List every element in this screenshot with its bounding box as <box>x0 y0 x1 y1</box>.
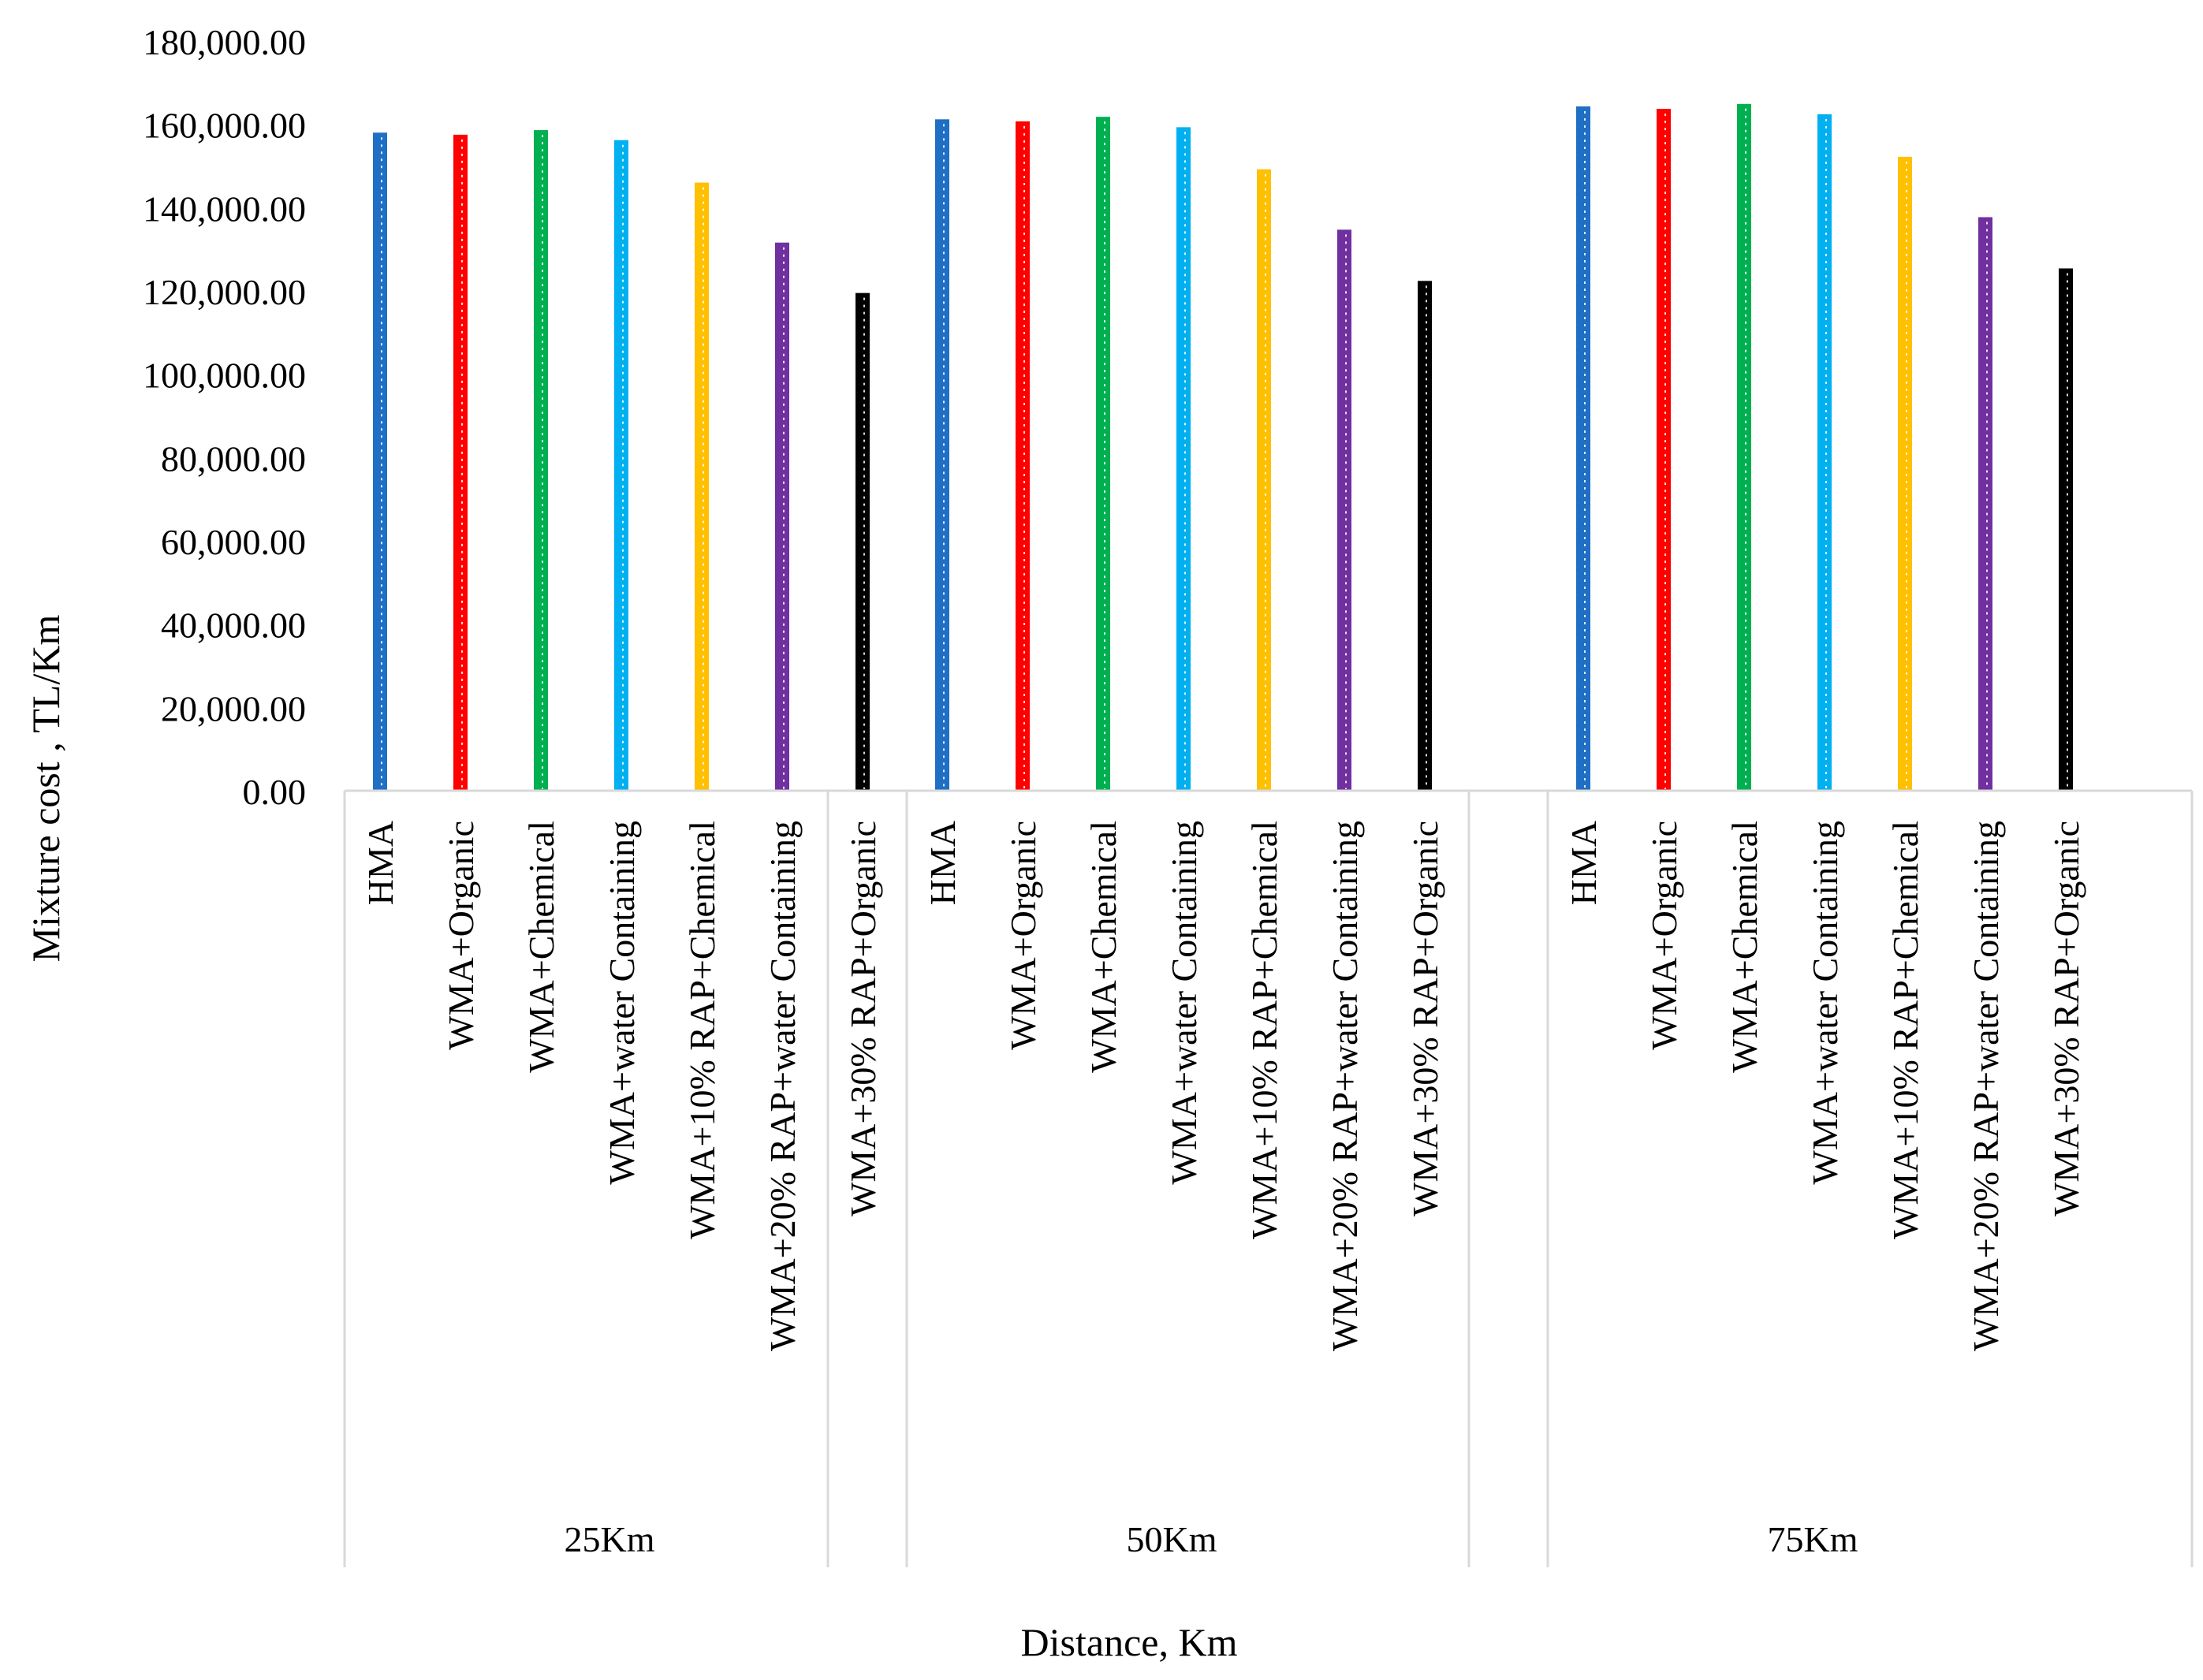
bar <box>1898 156 1912 792</box>
bar <box>373 132 387 791</box>
x-category-label: WMA+Organic <box>1003 821 1043 1050</box>
bar <box>614 140 628 791</box>
x-category-label: WMA+30% RAP+Organic <box>1405 821 1445 1216</box>
y-axis-ticks: 0.00 20,000.00 40,000.00 60,000.00 80,000.00… <box>143 22 306 812</box>
x-category-label: WMA+30% RAP+Organic <box>2046 821 2086 1216</box>
bar <box>1257 169 1271 791</box>
x-category-label: WMA+20% RAP+water Containing <box>1325 821 1365 1351</box>
x-category-label: WMA+10% RAP+Chemical <box>1244 821 1284 1239</box>
bar <box>935 119 949 791</box>
x-category-label: WMA+Chemical <box>1724 821 1765 1073</box>
x-category-label: WMA+20% RAP+water Containing <box>1966 821 2006 1351</box>
x-axis-label: Distance, Km <box>1021 1620 1238 1664</box>
bar <box>1176 127 1191 792</box>
x-category-label: HMA <box>923 821 963 905</box>
bar <box>1737 103 1751 792</box>
x-category-label: WMA+water Containing <box>1164 821 1204 1185</box>
y-axis-label: Mixture cost , TL/Km <box>24 615 68 963</box>
bar <box>534 130 548 791</box>
y-tick-label: 80,000.00 <box>161 438 306 479</box>
bar <box>1418 281 1432 791</box>
bar <box>855 292 870 791</box>
bar <box>453 134 468 791</box>
y-tick-label: 0.00 <box>243 772 307 812</box>
x-category-label: HMA <box>1564 821 1604 905</box>
x-axis: HMA WMA+Organic WMA+Chemical WMA+water Cont… <box>343 789 2194 1567</box>
bar <box>775 242 789 791</box>
y-tick-label: 20,000.00 <box>161 688 306 728</box>
bar <box>1337 229 1351 792</box>
x-category-label: WMA+Chemical <box>1083 821 1124 1073</box>
bar <box>1016 121 1030 792</box>
y-tick-label: 140,000.00 <box>143 188 306 229</box>
bar <box>1096 117 1110 791</box>
x-group-label: 50Km <box>1127 1519 1217 1559</box>
y-tick-label: 120,000.00 <box>143 272 306 312</box>
y-tick-label: 40,000.00 <box>161 605 306 646</box>
bar <box>695 182 709 792</box>
x-category-label: WMA+30% RAP+Organic <box>843 821 883 1216</box>
bar <box>1817 114 1832 791</box>
y-tick-label: 60,000.00 <box>161 522 306 562</box>
bar <box>1576 106 1590 791</box>
x-category-label: WMA+Chemical <box>521 821 561 1073</box>
x-group-label: 25Km <box>565 1519 655 1559</box>
x-category-label: WMA+water Containing <box>602 821 642 1185</box>
bar <box>1657 109 1671 791</box>
x-category-label: WMA+10% RAP+Chemical <box>682 821 722 1239</box>
x-category-label: WMA+Organic <box>1644 821 1684 1050</box>
x-category-label: HMA <box>360 821 401 905</box>
bar <box>1978 217 1992 791</box>
y-tick-label: 160,000.00 <box>143 106 306 146</box>
x-category-label: WMA+20% RAP+water Containing <box>762 821 803 1351</box>
x-category-label: WMA+10% RAP+Chemical <box>1885 821 1925 1239</box>
bar <box>2059 268 2073 792</box>
x-group-label: 75Km <box>1768 1519 1858 1559</box>
y-tick-label: 180,000.00 <box>143 22 306 62</box>
x-category-label: WMA+Organic <box>441 821 481 1050</box>
x-category-label: WMA+water Containing <box>1805 821 1845 1185</box>
y-tick-label: 100,000.00 <box>143 356 306 396</box>
bars <box>373 103 2073 792</box>
